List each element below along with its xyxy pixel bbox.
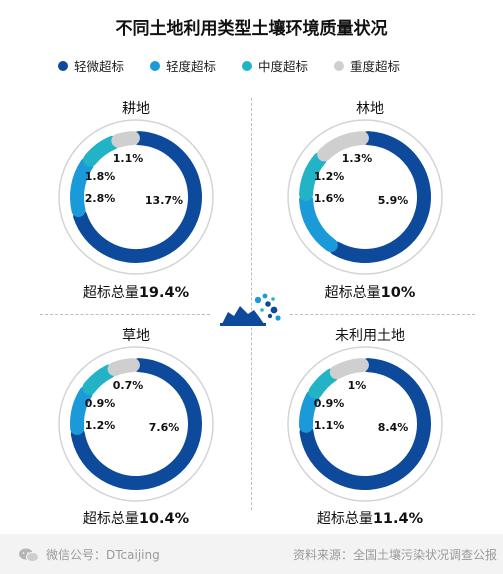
data-label-mild: 1.2%: [85, 419, 116, 432]
donut-segment-severe: [317, 131, 369, 162]
legend-label: 轻度超标: [166, 59, 217, 74]
legend: 轻微超标 轻度超标 中度超标 重度超标: [58, 56, 478, 75]
legend-swatch: [58, 60, 68, 71]
total-value: 11.4%: [372, 511, 424, 527]
data-label-slight: 5.9%: [378, 194, 409, 207]
data-label-slight: 13.7%: [145, 194, 183, 207]
donut-segment-severe: [111, 131, 140, 148]
panel-total-cropland: 超标总量19.4%: [16, 282, 256, 302]
total-label: 超标总量: [316, 511, 373, 527]
wechat-icon: [19, 548, 39, 562]
donut-segment-mild: [299, 193, 338, 253]
data-label-moderate: 1.2%: [314, 170, 345, 183]
data-label-mild: 2.8%: [85, 192, 116, 205]
panel-title-forest: 林地: [356, 101, 384, 117]
panel-total-forest: 超标总量10%: [250, 282, 490, 302]
donut-segment-moderate: [82, 364, 117, 395]
data-label-slight: 7.6%: [149, 421, 180, 434]
panel-total-grassland: 超标总量10.4%: [16, 508, 256, 528]
data-label-slight: 8.4%: [378, 421, 409, 434]
data-label-severe: 1%: [348, 379, 367, 392]
donut-segment-mild: [70, 157, 94, 218]
legend-item-moderate: 中度超标: [242, 56, 308, 75]
data-label-moderate: 0.9%: [85, 397, 116, 410]
horizontal-divider-left: [40, 314, 210, 315]
total-value: 19.4%: [138, 285, 190, 301]
panel-title-cropland: 耕地: [122, 101, 150, 117]
data-label-moderate: 0.9%: [314, 397, 345, 410]
donut-segment-severe: [329, 358, 369, 380]
soil-pile-icon: [220, 293, 281, 326]
outer-ring: [58, 346, 214, 502]
legend-label: 重度超标: [350, 59, 401, 74]
wechat-account-text: 微信公号：DTcaijing: [46, 548, 160, 562]
donut-segment-mild: [70, 386, 93, 436]
chart-title: 不同土地利用类型土壤环境质量状况: [115, 19, 388, 39]
horizontal-divider-right: [290, 314, 475, 315]
data-label-severe: 1.3%: [342, 152, 373, 165]
outer-ring: [58, 119, 214, 275]
total-value: 10%: [380, 285, 416, 301]
donut-segment-slight: [73, 131, 202, 263]
total-label: 超标总量: [324, 285, 381, 301]
donut-segment-slight: [299, 358, 431, 490]
outer-ring: [287, 346, 443, 502]
donut-segment-slight: [70, 358, 202, 490]
data-label-severe: 1.1%: [113, 152, 144, 165]
legend-label: 轻微超标: [74, 59, 125, 74]
total-value: 10.4%: [138, 511, 190, 527]
donut-segment-slight: [329, 131, 431, 263]
total-label: 超标总量: [82, 285, 139, 301]
panel-total-unused-land: 超标总量11.4%: [250, 508, 490, 528]
footer: 微信公号：DTcaijing 资料来源：全国土壤污染状况调查公报: [0, 534, 503, 574]
data-label-mild: 1.6%: [314, 192, 345, 205]
footer-wechat: 微信公号：DTcaijing: [18, 546, 160, 563]
donut-segment-mild: [299, 390, 320, 433]
outer-ring: [287, 119, 443, 275]
vertical-divider: [251, 98, 252, 510]
donut-segment-severe: [107, 358, 140, 377]
data-label-mild: 1.1%: [314, 419, 345, 432]
data-label-moderate: 1.8%: [85, 170, 116, 183]
legend-swatch: [334, 60, 345, 71]
legend-swatch: [242, 60, 253, 71]
donut-segment-moderate: [308, 368, 339, 399]
legend-label: 中度超标: [258, 59, 309, 74]
panel-title-unused-land: 未利用土地: [335, 328, 405, 344]
total-label: 超标总量: [82, 511, 139, 527]
footer-source: 资料来源：全国土壤污染状况调查公报: [292, 548, 497, 562]
donut-segment-moderate: [83, 135, 120, 167]
donut-segment-moderate: [299, 151, 327, 201]
legend-item-mild: 轻度超标: [150, 56, 216, 75]
data-label-severe: 0.7%: [113, 379, 144, 392]
legend-item-slight: 轻微超标: [58, 56, 124, 75]
legend-item-severe: 重度超标: [334, 56, 400, 75]
panel-title-grassland: 草地: [122, 328, 150, 344]
legend-swatch: [150, 60, 161, 71]
